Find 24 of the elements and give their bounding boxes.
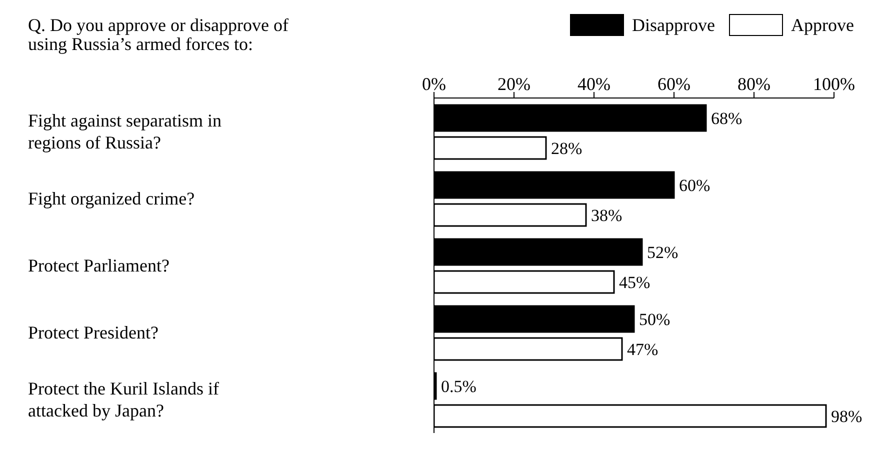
x2-tick-label: 80% <box>738 74 770 94</box>
data-label: 52% <box>647 243 678 262</box>
x2-tick-label: 60% <box>658 74 690 94</box>
legend-label: Disapprove <box>632 14 716 36</box>
data-label: 50% <box>639 310 670 330</box>
x2-tick-label: 20% <box>498 74 530 94</box>
x2-tick-label: 100% <box>813 74 855 94</box>
text: Q. Do you approve or disapprove of using Russia’s armed forces to: <box>28 15 290 54</box>
y-tick-label: Protect Parliament? <box>28 256 170 276</box>
data-label: 98% <box>831 407 862 426</box>
legend-label: Approve <box>791 14 854 36</box>
y-tick-label: Fight organized crime? <box>28 188 195 208</box>
data-label: 28% <box>551 139 582 158</box>
x2-tick-label: 0% <box>422 74 446 94</box>
y-tick-label: Protect President? <box>28 322 158 342</box>
data-label: 68% <box>711 109 742 128</box>
x2-tick-label: 40% <box>578 74 610 94</box>
y-tick-label: Fight against separatism in regions of Russia? <box>28 110 222 152</box>
y-tick-label: Protect the Kuril Islands if attacked by Japan? <box>28 378 219 420</box>
data-label: 47% <box>627 340 658 360</box>
data-label: 38% <box>591 206 622 226</box>
data-label: 0.5% <box>441 377 476 396</box>
data-label: 60% <box>679 176 710 196</box>
data-label: 45% <box>619 273 650 292</box>
